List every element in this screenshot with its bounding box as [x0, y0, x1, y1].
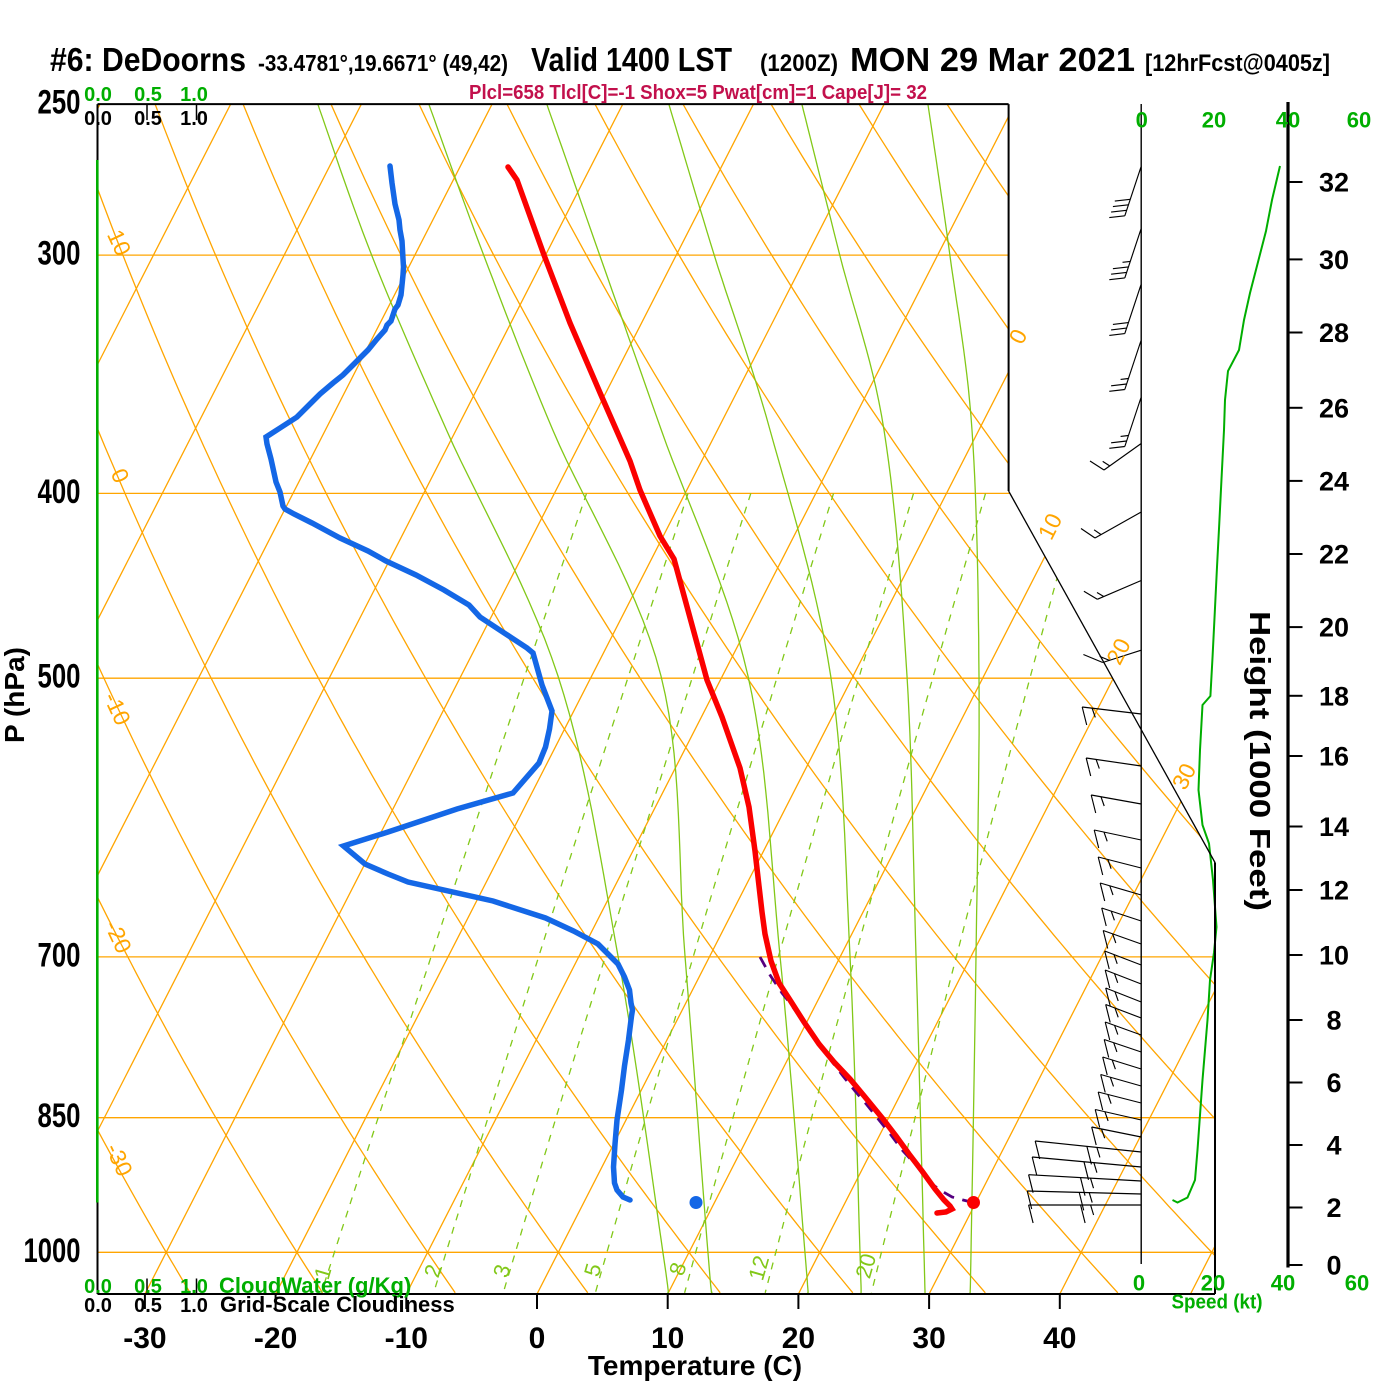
- svg-text:-20: -20: [254, 1322, 297, 1355]
- svg-text:[12hrFcst@0405z]: [12hrFcst@0405z]: [1145, 50, 1330, 77]
- svg-text:2: 2: [1326, 1193, 1341, 1223]
- svg-text:300: 300: [38, 235, 81, 273]
- svg-text:Height (1000 Feet): Height (1000 Feet): [1243, 611, 1275, 911]
- svg-text:0: 0: [1136, 108, 1148, 133]
- svg-text:60: 60: [1345, 1271, 1369, 1296]
- svg-text:1.0: 1.0: [180, 84, 208, 106]
- svg-text:22: 22: [1319, 540, 1349, 570]
- svg-text:850: 850: [38, 1097, 81, 1135]
- svg-text:40: 40: [1043, 1322, 1076, 1355]
- svg-text:700: 700: [38, 936, 81, 974]
- svg-text:12: 12: [1319, 876, 1349, 906]
- svg-text:14: 14: [1319, 812, 1349, 842]
- svg-text:30: 30: [1319, 245, 1349, 275]
- svg-text:P (hPa): P (hPa): [0, 647, 30, 743]
- svg-text:MON 29 Mar 2021: MON 29 Mar 2021: [850, 41, 1135, 78]
- svg-text:400: 400: [38, 473, 81, 511]
- svg-text:250: 250: [38, 84, 81, 122]
- svg-text:10: 10: [1319, 941, 1349, 971]
- svg-text:24: 24: [1319, 466, 1349, 496]
- svg-text:0.0: 0.0: [84, 84, 112, 106]
- svg-text:32: 32: [1319, 168, 1349, 198]
- svg-text:28: 28: [1319, 318, 1349, 348]
- svg-text:0: 0: [1326, 1251, 1341, 1281]
- svg-text:-10: -10: [385, 1322, 428, 1355]
- svg-text:20: 20: [1202, 108, 1226, 133]
- svg-text:CloudWater (g/Kg): CloudWater (g/Kg): [219, 1273, 411, 1298]
- svg-text:20: 20: [1319, 613, 1349, 643]
- svg-text:500: 500: [38, 658, 81, 696]
- svg-text:Speed (kt): Speed (kt): [1172, 1292, 1263, 1314]
- svg-text:16: 16: [1319, 742, 1349, 772]
- svg-text:20: 20: [782, 1322, 815, 1355]
- svg-text:1.0: 1.0: [180, 108, 208, 130]
- svg-text:6: 6: [1326, 1068, 1341, 1098]
- svg-text:40: 40: [1276, 108, 1300, 133]
- svg-text:-33.4781°,19.6671° (49,42): -33.4781°,19.6671° (49,42): [258, 50, 508, 76]
- svg-text:0: 0: [1133, 1271, 1145, 1296]
- svg-text:60: 60: [1347, 108, 1371, 133]
- svg-text:0: 0: [529, 1322, 546, 1355]
- svg-text:Valid 1400 LST: Valid 1400 LST: [531, 41, 732, 78]
- svg-text:0.5: 0.5: [134, 84, 162, 106]
- svg-text:0.0: 0.0: [84, 1276, 112, 1298]
- svg-text:40: 40: [1271, 1271, 1295, 1296]
- svg-text:(1200Z): (1200Z): [760, 50, 838, 77]
- svg-text:18: 18: [1319, 681, 1349, 711]
- svg-text:Temperature (C): Temperature (C): [588, 1350, 802, 1381]
- svg-text:Grid-Scale Cloudiness: Grid-Scale Cloudiness: [220, 1292, 455, 1317]
- svg-text:20: 20: [1201, 1271, 1225, 1296]
- svg-text:1.0: 1.0: [180, 1295, 208, 1317]
- svg-text:Plcl=658 Tlcl[C]=-1 Shox=5 Pwa: Plcl=658 Tlcl[C]=-1 Shox=5 Pwat[cm]=1 Ca…: [469, 82, 927, 104]
- svg-text:1000: 1000: [24, 1232, 81, 1270]
- svg-text:8: 8: [1326, 1006, 1341, 1036]
- svg-text:26: 26: [1319, 393, 1349, 423]
- svg-text:#6: DeDoorns: #6: DeDoorns: [50, 41, 246, 78]
- svg-text:1.0: 1.0: [180, 1276, 208, 1298]
- svg-text:0.5: 0.5: [134, 108, 162, 130]
- svg-text:30: 30: [912, 1322, 945, 1355]
- svg-text:0.0: 0.0: [84, 1295, 112, 1317]
- svg-text:10: 10: [651, 1322, 684, 1355]
- svg-text:-30: -30: [123, 1322, 166, 1355]
- svg-text:4: 4: [1326, 1131, 1341, 1161]
- svg-text:0.5: 0.5: [134, 1276, 162, 1298]
- svg-text:0.5: 0.5: [134, 1295, 162, 1317]
- svg-text:0.0: 0.0: [84, 108, 112, 130]
